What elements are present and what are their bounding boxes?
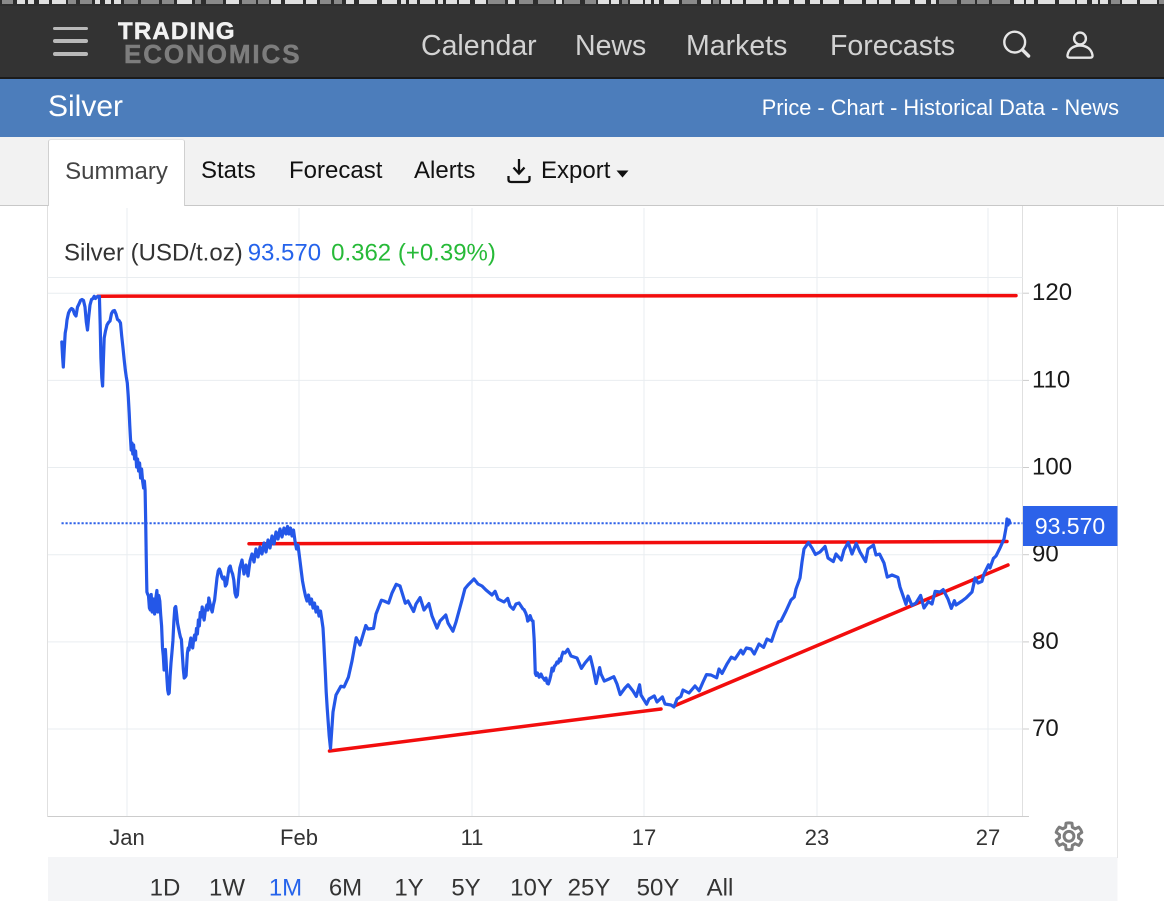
- svg-text:100: 100: [1032, 454, 1072, 481]
- svg-text:110: 110: [1032, 366, 1070, 393]
- svg-text:6M: 6M: [329, 875, 362, 901]
- svg-text:5Y: 5Y: [451, 875, 480, 901]
- svg-text:10Y: 10Y: [510, 875, 553, 901]
- svg-text:1M: 1M: [269, 875, 302, 901]
- svg-text:25Y: 25Y: [568, 875, 611, 901]
- svg-text:23: 23: [805, 825, 829, 850]
- svg-text:All: All: [707, 875, 734, 901]
- svg-text:1Y: 1Y: [394, 875, 423, 901]
- svg-text:27: 27: [976, 825, 1000, 850]
- svg-text:Feb: Feb: [280, 825, 318, 850]
- svg-text:17: 17: [632, 825, 656, 850]
- svg-text:120: 120: [1032, 279, 1072, 306]
- svg-text:70: 70: [1032, 715, 1059, 742]
- svg-text:Jan: Jan: [109, 825, 144, 850]
- svg-text:1D: 1D: [150, 875, 181, 901]
- svg-text:1W: 1W: [209, 875, 245, 901]
- svg-text:80: 80: [1032, 628, 1059, 655]
- svg-text:93.570: 93.570: [1035, 513, 1105, 539]
- svg-text:11: 11: [461, 825, 484, 850]
- svg-text:50Y: 50Y: [637, 875, 680, 901]
